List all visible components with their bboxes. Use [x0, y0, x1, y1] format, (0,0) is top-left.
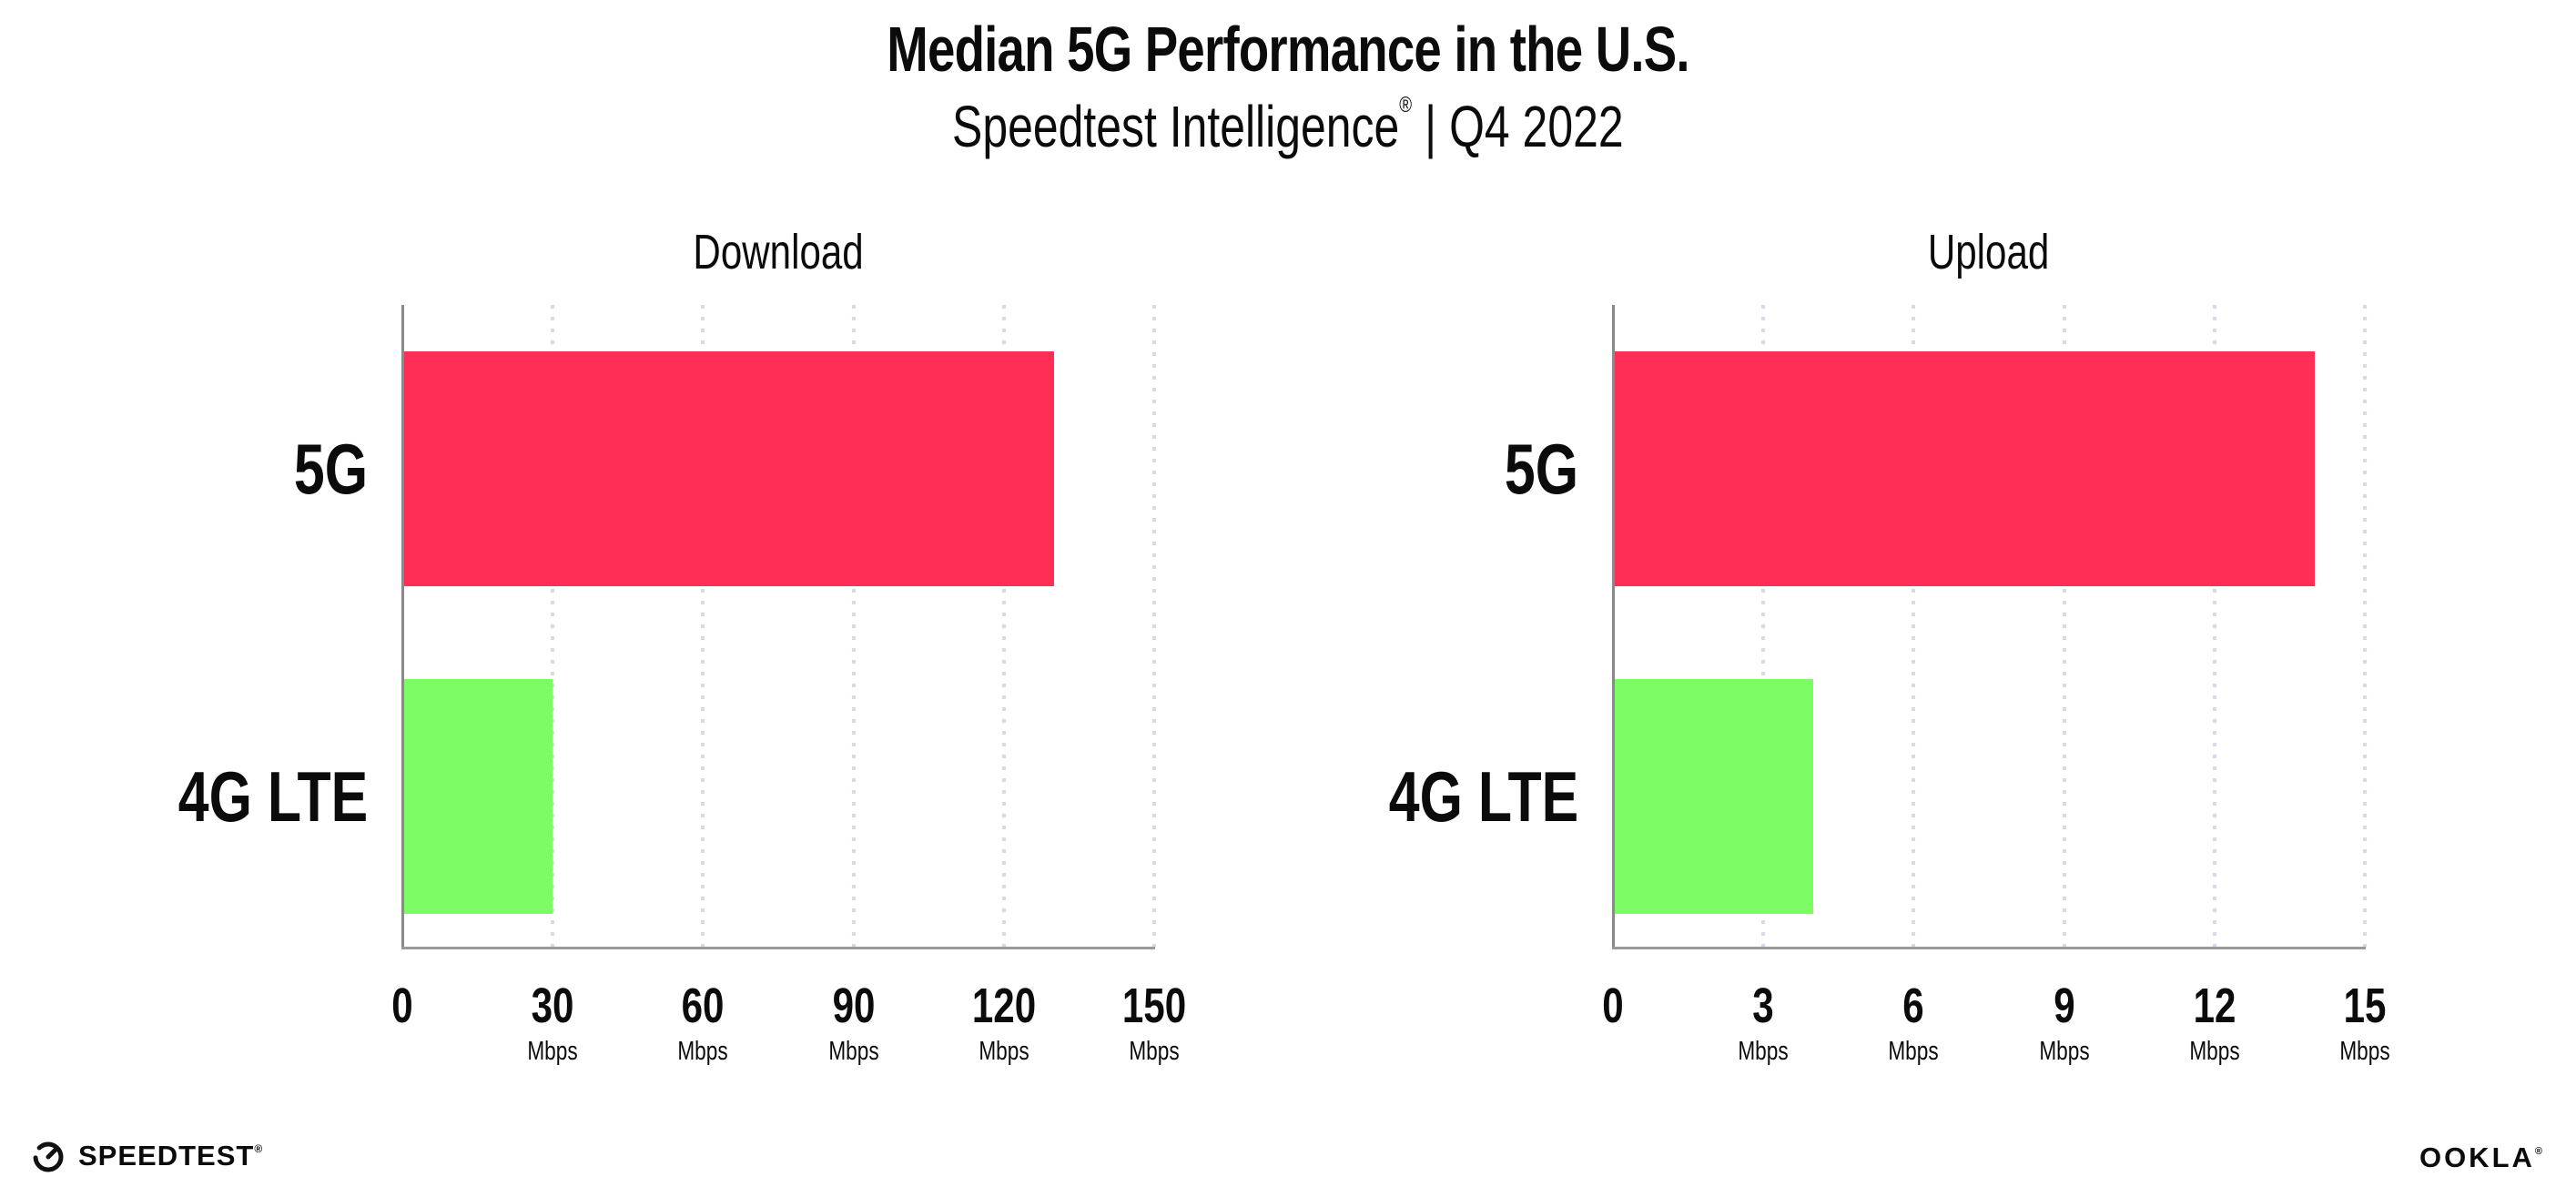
bar-4g-lte-download — [402, 679, 553, 914]
tick-label-0-upload: 0 — [1536, 981, 1690, 1030]
tick-label-3-upload: 3 Mbps — [1686, 981, 1841, 1065]
tick-label-inner: 12 Mbps — [2154, 981, 2275, 1065]
tick-unit-label: Mbps — [1888, 1037, 1940, 1066]
subtitle-separator: | — [1425, 94, 1437, 159]
gridline-3-mbps — [1761, 305, 1766, 949]
category-label-4g-lte-upload: 4G LTE — [1278, 742, 1578, 851]
chart-title-upload: Upload — [1613, 224, 2365, 280]
chart-title-download: Download — [402, 224, 1154, 280]
bar-5g-download — [402, 351, 1054, 586]
tick-number: 0 — [1602, 979, 1624, 1033]
gridline-150-mbps — [1152, 305, 1156, 949]
tick-unit-label: Mbps — [527, 1037, 578, 1066]
tick-label-inner: 9 Mbps — [2003, 981, 2125, 1065]
gridline-9-mbps — [2062, 305, 2066, 949]
gridline-90-mbps — [851, 305, 856, 949]
tick-label-inner: 120 Mbps — [943, 981, 1064, 1065]
category-label-text: 4G LTE — [1388, 756, 1578, 837]
gridline-6-mbps — [1912, 305, 1916, 949]
tick-number: 150 — [1121, 979, 1187, 1033]
tick-number: 9 — [2053, 979, 2075, 1033]
tick-unit-label: Mbps — [1129, 1037, 1180, 1066]
speedtest-registered-mark: ® — [254, 1142, 264, 1155]
gridline-120-mbps — [1001, 305, 1006, 949]
tick-label-6-upload: 6 Mbps — [1836, 981, 1991, 1065]
tick-label-inner: 60 Mbps — [643, 981, 764, 1065]
category-label-5g-download: 5G — [67, 414, 368, 523]
tick-label-inner: 150 Mbps — [1094, 981, 1215, 1065]
registered-mark: ® — [1399, 93, 1413, 117]
tick-label-120-download: 120 Mbps — [927, 981, 1081, 1065]
y-axis-spine — [401, 305, 404, 949]
ookla-wordmark: OOKLA® — [2419, 1141, 2545, 1173]
tick-label-12-upload: 12 Mbps — [2137, 981, 2292, 1065]
tick-number: 15 — [2343, 979, 2387, 1033]
gridline-15-mbps — [2363, 305, 2367, 949]
speedtest-gauge-icon — [33, 1141, 64, 1172]
ookla-logo: OOKLA® — [2419, 1138, 2545, 1178]
tick-unit-label: Mbps — [2189, 1037, 2240, 1066]
tick-label-9-upload: 9 Mbps — [1987, 981, 2142, 1065]
tick-number: 120 — [971, 979, 1036, 1033]
category-label-text: 4G LTE — [177, 756, 368, 837]
ookla-registered-mark: ® — [2534, 1146, 2545, 1157]
chart-title-text: Download — [693, 225, 864, 279]
category-label-5g-upload: 5G — [1278, 414, 1578, 523]
tick-unit-label: Mbps — [2038, 1037, 2090, 1066]
tick-number: 6 — [1902, 979, 1925, 1033]
gridline-60-mbps — [701, 305, 705, 949]
tick-label-90-download: 90 Mbps — [776, 981, 931, 1065]
subtitle-text: Speedtest Intelligence® | Q4 2022 — [952, 93, 1624, 160]
y-axis-spine — [1612, 305, 1615, 949]
category-label-text: 5G — [1504, 428, 1578, 509]
speedtest-logo: SPEEDTEST® — [31, 1134, 263, 1178]
tick-number: 30 — [531, 979, 574, 1033]
tick-number: 60 — [681, 979, 725, 1033]
category-label-4g-lte-download: 4G LTE — [67, 742, 368, 851]
gridline-12-mbps — [2212, 305, 2216, 949]
tick-label-15-upload: 15 Mbps — [2287, 981, 2442, 1065]
tick-label-inner: 15 Mbps — [2305, 981, 2426, 1065]
tick-label-inner: 0 — [1553, 981, 1674, 1030]
tick-label-inner: 3 Mbps — [1703, 981, 1824, 1065]
page-title: Median 5G Performance in the U.S. — [887, 14, 1689, 85]
tick-unit-label: Mbps — [677, 1037, 729, 1066]
chart-title-text: Upload — [1928, 225, 2050, 279]
tick-unit-label: Mbps — [1738, 1037, 1789, 1066]
tick-unit-label: Mbps — [2339, 1037, 2390, 1066]
plot-area-download — [401, 305, 1156, 949]
bar-4g-lte-upload — [1613, 679, 1814, 914]
x-axis-line — [401, 947, 1155, 949]
tick-label-60-download: 60 Mbps — [625, 981, 780, 1065]
tick-label-150-download: 150 Mbps — [1077, 981, 1232, 1065]
tick-number: 12 — [2193, 979, 2236, 1033]
tick-label-inner: 30 Mbps — [492, 981, 614, 1065]
tick-label-30-download: 30 Mbps — [475, 981, 630, 1065]
tick-number: 3 — [1752, 979, 1774, 1033]
bar-5g-upload — [1613, 351, 2315, 586]
tick-label-inner: 6 Mbps — [1853, 981, 1974, 1065]
subtitle-brand: Speedtest Intelligence — [952, 94, 1400, 159]
tick-number: 0 — [391, 979, 413, 1033]
tick-label-0-download: 0 — [325, 981, 480, 1030]
plot-area-upload — [1612, 305, 2367, 949]
gridline-30-mbps — [551, 305, 555, 949]
x-axis-line — [1612, 947, 2366, 949]
tick-label-inner: 90 Mbps — [793, 981, 914, 1065]
page-subtitle: Speedtest Intelligence® | Q4 2022 — [0, 93, 2576, 160]
tick-label-inner: 0 — [342, 981, 463, 1030]
subtitle-period: Q4 2022 — [1449, 94, 1624, 159]
tick-unit-label: Mbps — [827, 1037, 879, 1066]
category-label-text: 5G — [293, 428, 368, 509]
speedtest-wordmark: SPEEDTEST® — [78, 1140, 264, 1172]
tick-number: 90 — [832, 979, 876, 1033]
tick-unit-label: Mbps — [979, 1037, 1029, 1066]
